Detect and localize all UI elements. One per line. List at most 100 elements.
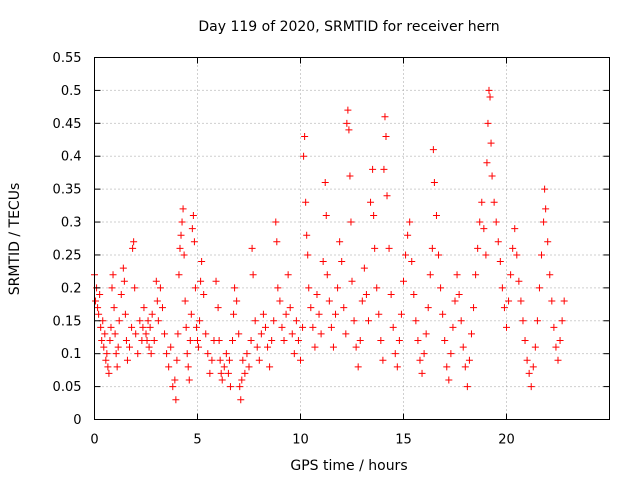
chart-title: Day 119 of 2020, SRMTID for receiver her… [198,19,499,35]
data-point [451,297,459,305]
data-point [541,185,549,193]
data-point [233,297,241,305]
data-point [290,350,298,358]
data-point [525,369,533,377]
data-point [284,271,292,279]
data-point [264,343,272,351]
data-point [457,317,465,325]
data-point [449,323,457,331]
data-point [251,317,259,325]
data-point [101,330,109,338]
data-point [486,93,494,101]
grid-lines [94,57,610,420]
data-point [393,363,401,371]
data-point [102,356,110,364]
data-point [280,337,288,345]
data-point [115,317,123,325]
data-point [273,238,281,246]
data-point [470,304,478,312]
data-point [132,330,140,338]
data-point [150,337,158,345]
data-point [147,350,155,358]
data-point [360,264,368,272]
data-point [352,343,360,351]
data-point [215,337,223,345]
data-point [542,205,550,213]
data-point [338,258,346,266]
data-point [220,363,228,371]
data-point [278,323,286,331]
data-point [531,343,539,351]
data-point [197,277,205,285]
data-point [453,271,461,279]
data-point [144,317,152,325]
data-point [100,343,108,351]
y-tick-label: 0.05 [53,380,82,395]
data-point [152,277,160,285]
data-point [302,198,310,206]
data-point [467,330,475,338]
data-point [505,297,513,305]
data-point [292,317,300,325]
data-point [490,198,498,206]
data-point [143,337,151,345]
x-tick-label: 0 [90,433,98,448]
data-point [248,244,256,252]
data-point [500,304,508,312]
data-point [186,337,194,345]
data-point [513,251,521,259]
data-point [140,304,148,312]
data-point [406,218,414,226]
data-point [261,323,269,331]
data-point [474,244,482,252]
data-point [346,172,354,180]
data-point [286,304,294,312]
data-point [334,284,342,292]
y-tick-label: 0 [73,413,81,428]
data-point [483,159,491,167]
data-point [426,271,434,279]
data-point [182,323,190,331]
data-point [375,310,383,318]
data-point [194,337,201,345]
data-point [560,297,568,305]
data-point [300,152,308,160]
data-point [235,330,243,338]
data-point [148,310,156,318]
data-point [222,350,230,358]
y-tick-label: 0.1 [61,347,82,362]
data-point [294,337,302,345]
data-point [236,383,244,391]
data-point [272,218,280,226]
data-point [183,350,191,358]
data-point [315,310,323,318]
data-point [175,271,183,279]
data-point [288,330,296,338]
data-point [92,297,100,305]
data-point [245,363,253,371]
data-point [145,343,153,351]
data-point [548,297,556,305]
data-point [231,284,239,292]
data-point [307,304,315,312]
data-point [158,304,166,312]
data-point [414,337,422,345]
data-point [95,310,103,318]
x-tick-label: 5 [193,433,201,448]
data-point [217,369,225,377]
data-point [114,343,122,351]
data-point [439,310,447,318]
data-point [173,356,181,364]
data-point [480,225,488,233]
data-point [382,132,390,140]
data-point [259,310,267,318]
data-point [498,284,506,292]
data-point [380,165,388,173]
data-point [136,317,144,325]
data-point [484,119,492,127]
data-point [540,218,548,226]
data-point [550,323,558,331]
data-point [519,317,527,325]
y-tick-label: 0.5 [61,84,82,99]
data-point [443,363,451,371]
